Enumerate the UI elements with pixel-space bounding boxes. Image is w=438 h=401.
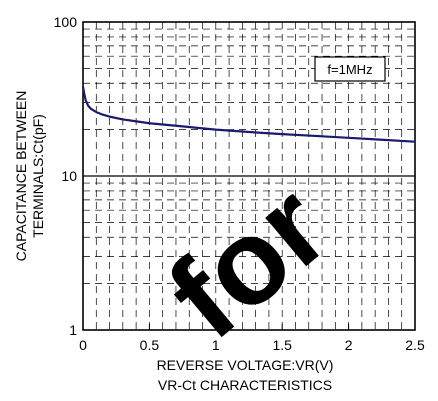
chart-caption: VR-Ct CHARACTERISTICS bbox=[158, 377, 332, 393]
series-layer bbox=[81, 86, 416, 143]
x-axis-title: REVERSE VOLTAGE:VR(V) bbox=[157, 357, 334, 373]
y-tick-labels: 1 10 100 bbox=[54, 14, 78, 338]
x-tick-label: 0.5 bbox=[140, 337, 160, 353]
plot-frame bbox=[82, 21, 416, 331]
tick-marks bbox=[82, 324, 416, 330]
y-tick-label: 1 bbox=[69, 322, 77, 338]
x-tick-labels: 0 0.5 1 1.5 2 2.5 bbox=[79, 337, 425, 353]
y-tick-label: 100 bbox=[54, 14, 78, 30]
y-tick-label: 10 bbox=[61, 168, 77, 184]
annotation-box bbox=[314, 56, 386, 82]
y-axis-title-line-2: TERMINALS:Ct(pF) bbox=[30, 114, 46, 238]
x-tick-label: 1 bbox=[212, 337, 220, 353]
y-axis-title-line-1: CAPACITANCE BETWEEN bbox=[13, 91, 29, 262]
frequency-annotation: f=1MHz bbox=[314, 56, 386, 82]
series-line-0 bbox=[81, 86, 416, 143]
x-tick-label: 1.5 bbox=[272, 337, 292, 353]
x-tick-label: 2.5 bbox=[405, 337, 425, 353]
annotation-text: f=1MHz bbox=[327, 62, 372, 77]
x-tick-label: 2 bbox=[345, 337, 353, 353]
x-tick-label: 0 bbox=[79, 337, 87, 353]
